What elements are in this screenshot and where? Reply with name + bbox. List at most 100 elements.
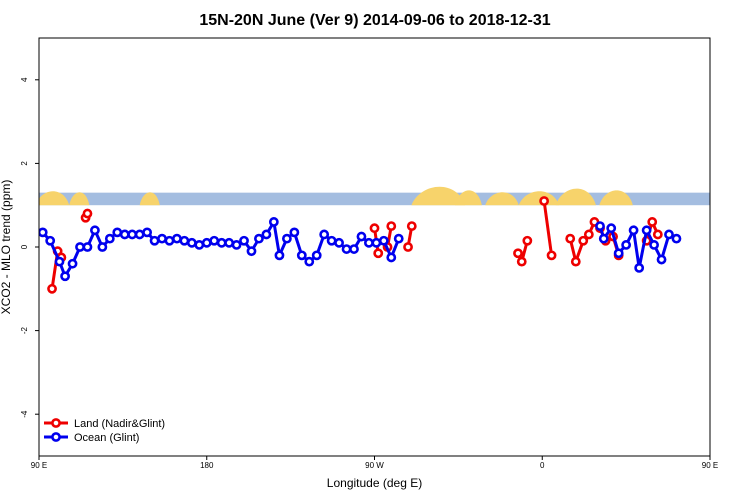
series-ocean xyxy=(39,217,750,282)
land-blob xyxy=(485,192,519,206)
land-blob xyxy=(599,190,633,206)
data-point xyxy=(671,233,682,244)
data-point xyxy=(82,242,93,252)
data-point xyxy=(744,243,750,250)
data-point xyxy=(157,233,167,244)
data-point xyxy=(364,237,374,248)
data-point xyxy=(628,225,639,236)
data-point xyxy=(149,235,160,246)
data-point xyxy=(201,237,212,248)
data-point xyxy=(729,273,736,280)
data-point xyxy=(261,229,272,240)
data-point xyxy=(224,237,235,248)
data-point xyxy=(90,225,100,236)
data-point xyxy=(403,242,413,252)
land-blob xyxy=(411,186,466,206)
data-point xyxy=(311,250,322,261)
data-point xyxy=(513,248,523,259)
data-point xyxy=(356,231,367,242)
y-tick-label: 2 xyxy=(20,161,29,166)
series-line xyxy=(542,200,554,256)
y-tick-label: -4 xyxy=(20,410,29,418)
x-tick-label: 0 xyxy=(540,461,545,470)
data-point xyxy=(239,235,249,246)
y-axis: -4 -2 0 2 4 xyxy=(20,77,39,418)
data-point xyxy=(393,233,404,244)
x-tick-label: 90 E xyxy=(31,461,47,470)
land-blob xyxy=(39,191,70,206)
data-point xyxy=(82,208,93,219)
legend-label: Land (Nadir&Glint) xyxy=(74,418,165,430)
data-point xyxy=(289,227,300,238)
data-point xyxy=(142,227,153,238)
data-point xyxy=(516,256,527,267)
data-point xyxy=(112,227,123,238)
land-blob xyxy=(139,192,160,206)
data-point xyxy=(349,244,359,254)
data-point xyxy=(246,246,257,257)
data-point xyxy=(723,248,730,255)
data-point xyxy=(664,229,674,240)
data-point xyxy=(378,235,389,246)
x-tick-label: 90 E xyxy=(702,461,718,470)
data-point xyxy=(194,240,205,250)
land-band xyxy=(39,186,710,206)
land-blob xyxy=(555,188,596,206)
series-line xyxy=(721,251,732,289)
series-line xyxy=(732,230,750,276)
legend-item: Ocean (Glint) xyxy=(44,432,139,444)
data-point xyxy=(326,235,337,246)
data-point xyxy=(729,254,736,261)
data-point xyxy=(613,248,624,259)
data-point xyxy=(75,242,85,252)
y-tick-label: -2 xyxy=(20,326,29,334)
data-point xyxy=(45,235,56,246)
data-point xyxy=(649,240,659,250)
data-point xyxy=(186,237,197,248)
land-blob xyxy=(69,192,90,206)
data-point xyxy=(179,235,190,246)
data-point xyxy=(254,233,264,244)
data-point xyxy=(621,240,632,250)
data-point xyxy=(172,233,182,244)
data-point xyxy=(583,229,594,240)
data-point xyxy=(164,235,175,246)
x-axis: 90 E 180 90 W 0 90 E xyxy=(31,456,718,470)
data-point xyxy=(304,256,315,267)
data-point xyxy=(134,229,145,240)
legend-item: Land (Nadir&Glint) xyxy=(44,418,165,430)
y-tick-label: 4 xyxy=(20,77,29,82)
data-point xyxy=(652,229,663,240)
data-point xyxy=(127,229,138,240)
data-point xyxy=(641,225,652,236)
data-point xyxy=(373,248,384,259)
data-point xyxy=(718,285,725,292)
data-point xyxy=(341,244,352,254)
data-point xyxy=(656,254,667,265)
data-point xyxy=(67,258,78,269)
data-point xyxy=(281,233,292,244)
data-point xyxy=(371,237,382,248)
data-point xyxy=(546,250,557,261)
data-point xyxy=(647,217,658,227)
data-point xyxy=(274,250,285,261)
data-point xyxy=(97,242,108,252)
legend-label: Ocean (Glint) xyxy=(74,432,139,444)
y-tick-label: 0 xyxy=(20,244,29,249)
data-point xyxy=(578,235,589,246)
data-point xyxy=(565,233,576,244)
legend: Land (Nadir&Glint) Ocean (Glint) xyxy=(44,418,165,444)
data-point xyxy=(406,221,417,231)
data-point xyxy=(386,221,397,231)
band-land xyxy=(39,186,633,206)
data-point xyxy=(736,260,743,267)
data-point xyxy=(539,196,550,206)
data-point xyxy=(319,229,330,240)
data-point xyxy=(47,283,57,294)
data-point xyxy=(606,223,617,234)
chart-title: 15N-20N June (Ver 9) 2014-09-06 to 2018-… xyxy=(199,12,550,29)
data-point xyxy=(570,256,581,267)
legend-swatch-point xyxy=(51,432,61,442)
data-point xyxy=(268,217,279,227)
